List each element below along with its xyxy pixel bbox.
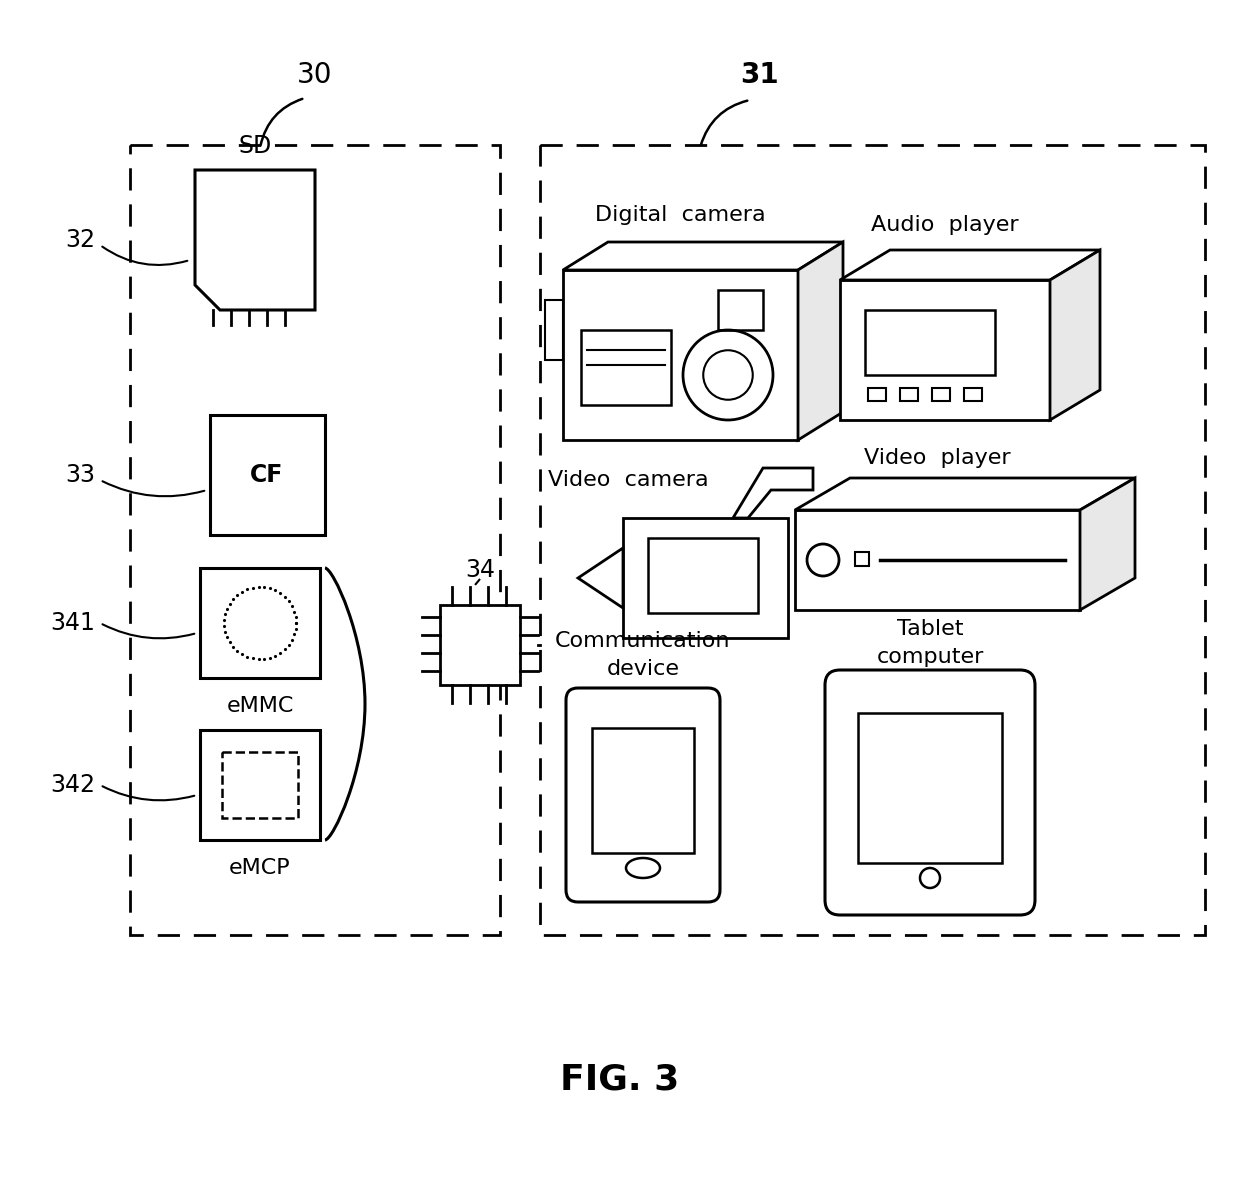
Bar: [963, 388, 982, 401]
Text: eMMC: eMMC: [227, 696, 294, 716]
Bar: [582, 330, 671, 405]
Text: Video  camera: Video camera: [548, 470, 708, 490]
Text: 34: 34: [465, 558, 495, 582]
Text: 32: 32: [64, 228, 95, 252]
Text: eMCP: eMCP: [229, 858, 291, 878]
FancyBboxPatch shape: [565, 689, 720, 901]
Polygon shape: [1080, 478, 1135, 610]
Polygon shape: [839, 250, 1100, 280]
Bar: [200, 730, 320, 840]
Bar: [563, 270, 799, 440]
Bar: [839, 280, 1050, 420]
Bar: [200, 568, 320, 678]
Text: 31: 31: [740, 62, 779, 89]
Polygon shape: [733, 468, 813, 518]
Text: 342: 342: [50, 772, 95, 797]
Text: CF: CF: [250, 463, 284, 487]
Bar: [795, 510, 1080, 610]
Bar: [718, 290, 763, 330]
Bar: [546, 300, 563, 360]
Text: SD: SD: [238, 134, 272, 159]
Polygon shape: [195, 170, 315, 310]
Text: 33: 33: [64, 463, 95, 487]
Bar: [591, 728, 694, 853]
Polygon shape: [563, 243, 843, 270]
Bar: [856, 552, 869, 565]
Polygon shape: [1050, 250, 1100, 420]
FancyBboxPatch shape: [825, 670, 1035, 914]
Polygon shape: [578, 548, 622, 608]
Text: Digital  camera: Digital camera: [595, 205, 765, 225]
Polygon shape: [795, 478, 1135, 510]
Bar: [210, 415, 325, 535]
Bar: [539, 146, 1205, 935]
Bar: [932, 388, 950, 401]
Text: 341: 341: [50, 610, 95, 635]
Bar: [130, 146, 500, 935]
Bar: [866, 310, 994, 375]
Text: Communication
device: Communication device: [556, 631, 730, 679]
Text: Video  player: Video player: [864, 448, 1011, 468]
Text: Tablet
computer: Tablet computer: [877, 619, 983, 667]
Bar: [868, 388, 887, 401]
Polygon shape: [799, 243, 843, 440]
Bar: [858, 713, 1002, 864]
Bar: [649, 538, 758, 613]
Bar: [440, 605, 520, 685]
Text: 30: 30: [298, 62, 332, 89]
Bar: [622, 518, 787, 638]
Text: Audio  player: Audio player: [872, 215, 1019, 235]
Bar: [900, 388, 918, 401]
Text: FIG. 3: FIG. 3: [560, 1064, 680, 1097]
Bar: [222, 752, 298, 817]
